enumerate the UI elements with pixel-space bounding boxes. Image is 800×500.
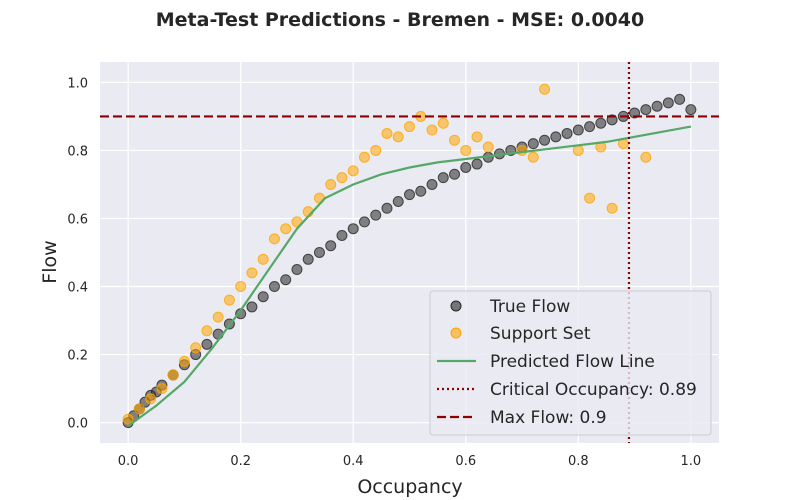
true-flow-point	[404, 189, 415, 201]
x-axis-label: Occupancy	[357, 476, 462, 498]
support-set-point	[190, 342, 202, 354]
predicted-flow-line	[127, 125, 692, 427]
support-set-point	[426, 124, 438, 136]
true-flow-point	[550, 131, 562, 143]
y-tick-label: 1.0	[67, 76, 88, 91]
support-set-point	[280, 223, 292, 235]
y-tick-labels: 0.0 0.2 0.4 0.6 0.8 1.0	[67, 76, 88, 431]
support-set-point	[235, 281, 247, 293]
legend-max-flow: Max Flow: 0.9	[490, 408, 607, 428]
true-flow-point	[280, 274, 292, 286]
legend-support-set: Support Set	[490, 324, 591, 344]
true-flow-point	[527, 138, 539, 150]
true-flow-point	[302, 253, 314, 265]
support-set-point	[201, 325, 213, 337]
true-flow-point	[201, 338, 213, 350]
legend-predicted-flow-line: Predicted Flow Line	[490, 352, 655, 372]
true-flow-point	[392, 195, 404, 207]
support-set-point	[460, 144, 472, 156]
legend-box	[429, 290, 712, 436]
y-axis-label: Flow	[39, 240, 61, 283]
support-set-point	[606, 202, 618, 214]
true-flow-point	[460, 161, 472, 173]
support-set-point	[122, 413, 134, 425]
y-tick-label: 0.8	[67, 144, 88, 159]
true-flow-point	[685, 104, 697, 116]
y-tick-label: 0.2	[67, 349, 88, 364]
support-set-point	[347, 165, 359, 177]
support-set-point	[516, 144, 528, 156]
support-set-point	[539, 83, 551, 95]
true-flow-point	[471, 158, 483, 170]
support-set-point	[145, 393, 157, 405]
legend: True Flow Support Set Predicted Flow Lin…	[429, 290, 712, 436]
x-tick-label: 0.2	[230, 454, 251, 469]
true-flow-point	[313, 247, 325, 258]
support-set-point	[471, 131, 483, 143]
support-set-point	[133, 403, 145, 415]
support-set-point	[572, 144, 584, 156]
support-set-point	[370, 144, 382, 156]
x-tick-label: 0.6	[455, 454, 476, 469]
true-flow-point	[651, 100, 663, 112]
support-set-point	[325, 178, 337, 190]
support-set-point	[392, 131, 404, 143]
x-tick-labels: 0.0 0.2 0.4 0.6 0.8 1.0	[118, 454, 701, 469]
support-set-point	[527, 151, 539, 163]
x-tick-label: 0.0	[118, 454, 139, 469]
true-flow-point	[415, 185, 427, 197]
legend-critical-occupancy: Critical Occupancy: 0.89	[490, 380, 697, 400]
support-set-point	[156, 383, 168, 395]
support-set-point	[257, 253, 269, 265]
true-flow-point	[674, 93, 686, 105]
true-flow-point	[370, 209, 382, 221]
true-flow-point	[640, 104, 652, 116]
y-tick-label: 0.0	[67, 417, 88, 432]
support-set-point	[358, 151, 370, 163]
true-flow-point	[584, 121, 596, 133]
true-flow-point	[336, 229, 348, 241]
true-flow-point	[381, 202, 393, 214]
true-flow-point	[595, 117, 607, 129]
chart-title: Meta-Test Predictions - Bremen - MSE: 0.…	[156, 9, 644, 31]
support-set-point	[268, 233, 280, 245]
support-set-point	[482, 141, 494, 153]
true-flow-point	[268, 281, 280, 293]
true-flow-point	[539, 134, 551, 146]
legend-true-flow-marker	[450, 300, 462, 312]
x-tick-label: 0.8	[568, 454, 589, 469]
x-tick-label: 1.0	[681, 454, 702, 469]
true-flow-point	[572, 124, 584, 136]
support-set-point	[437, 117, 449, 129]
support-set-point	[381, 127, 393, 139]
true-flow-point	[358, 216, 370, 228]
support-set-point	[640, 151, 652, 163]
x-tick-label: 0.4	[343, 454, 364, 469]
true-flow-point	[449, 168, 461, 180]
legend-support-set-marker	[450, 327, 462, 339]
legend-true-flow: True Flow	[489, 297, 570, 317]
support-set-point	[404, 121, 415, 133]
support-set-point	[246, 267, 258, 279]
support-set-point	[223, 294, 235, 306]
support-set-point	[449, 134, 461, 146]
y-tick-label: 0.4	[67, 281, 88, 296]
true-flow-point	[347, 223, 359, 235]
true-flow-point	[561, 127, 573, 139]
support-set-point	[167, 369, 179, 381]
support-set-point	[584, 192, 596, 204]
support-set-point	[178, 355, 190, 367]
true-flow-point	[426, 178, 438, 190]
true-flow-point	[325, 240, 337, 252]
true-flow-point	[246, 301, 258, 313]
y-tick-label: 0.6	[67, 212, 88, 227]
support-set-point	[336, 172, 348, 184]
true-flow-point	[437, 172, 449, 184]
true-flow-point	[662, 97, 674, 109]
true-flow-point	[291, 264, 303, 276]
support-set-point	[212, 311, 224, 323]
support-set-points	[122, 83, 652, 425]
true-flow-point	[257, 291, 269, 303]
